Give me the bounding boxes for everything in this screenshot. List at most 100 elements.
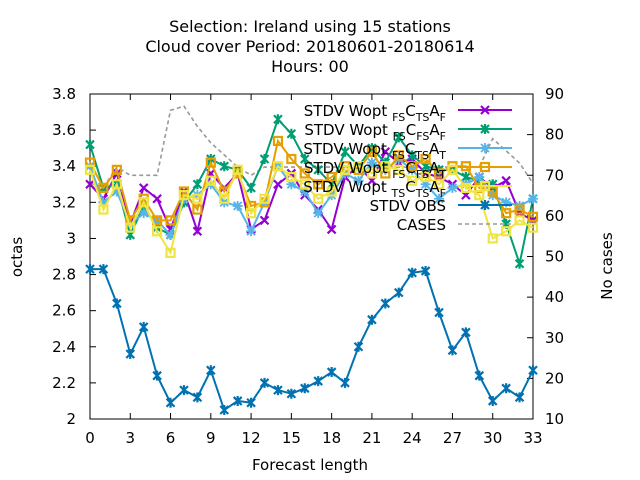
data-point [380, 298, 391, 309]
data-point [353, 161, 364, 172]
data-point [433, 168, 445, 179]
data-point [111, 179, 122, 190]
data-point [420, 153, 431, 165]
data-point [98, 264, 109, 275]
data-point [85, 179, 95, 190]
y2-tick-label: 20 [545, 369, 564, 387]
data-point [407, 161, 418, 172]
legend-item: STDV Wopt FSCFSAF [304, 121, 512, 143]
y-tick-label: 2.6 [52, 302, 76, 320]
data-point [487, 233, 498, 244]
y-tick-label: 2.4 [52, 338, 76, 356]
data-point [272, 135, 284, 147]
data-point [192, 226, 203, 236]
legend-label: STDV Wopt FSCFSAF [304, 121, 446, 143]
series-4 [84, 161, 539, 258]
data-point [447, 345, 458, 356]
data-point [273, 385, 283, 396]
data-point [461, 327, 471, 338]
x-tick-label: 12 [242, 429, 261, 447]
data-point [407, 150, 417, 161]
data-point [420, 171, 431, 183]
legend-sample-marker [479, 180, 491, 192]
data-point [246, 182, 256, 193]
data-point [393, 164, 404, 175]
data-point [246, 226, 257, 237]
data-point [434, 307, 444, 318]
data-point [205, 157, 216, 168]
data-point [527, 222, 539, 233]
data-point [527, 211, 539, 222]
data-point [98, 182, 109, 193]
data-point [179, 385, 189, 396]
data-point [232, 200, 243, 211]
data-point [313, 164, 323, 175]
y2-tick-label: 50 [545, 248, 564, 266]
data-point [111, 164, 122, 175]
data-point [393, 132, 404, 143]
data-point [165, 215, 176, 226]
legend-label: STDV Wopt FSCTSAT [303, 140, 446, 162]
data-point [340, 377, 350, 388]
y-tick-label: 3.6 [52, 121, 76, 139]
data-point [112, 298, 122, 309]
data-point [138, 197, 149, 208]
data-point [273, 114, 283, 125]
data-point [501, 226, 512, 237]
series-layer [84, 105, 539, 415]
data-point [339, 164, 351, 175]
data-point [138, 321, 149, 332]
x-tick-label: 30 [483, 429, 502, 447]
data-point [366, 146, 378, 157]
data-point [433, 179, 445, 190]
data-point [272, 161, 284, 172]
data-point [85, 264, 95, 275]
legend-item: STDV Wopt FSCTSAT [303, 140, 512, 162]
y2-tick-label: 60 [545, 207, 564, 225]
data-point [219, 193, 230, 204]
x-tick-label: 15 [282, 429, 301, 447]
legend-sample-marker [480, 124, 490, 134]
data-point [528, 365, 538, 376]
data-point [286, 171, 297, 183]
data-point [487, 395, 498, 406]
x-tick-label: 3 [125, 429, 135, 447]
data-point [514, 204, 525, 215]
data-point [366, 168, 378, 179]
data-point [514, 215, 525, 226]
data-point [367, 314, 377, 325]
data-point [206, 365, 216, 376]
data-point [407, 175, 418, 186]
data-point [447, 182, 458, 193]
data-point [514, 258, 525, 269]
series-line [89, 117, 534, 268]
data-point [380, 161, 391, 172]
data-point [286, 153, 297, 165]
y2-tick-label: 80 [545, 126, 564, 144]
y2-tick-label: 90 [545, 85, 564, 103]
data-point [420, 179, 431, 190]
data-point [259, 215, 270, 226]
legend-label: STDV Wopt FSCFSAT [304, 159, 446, 181]
axis-ticks: 0 3 6 9 12 15 18 21 24 27 30 33 2 2.2 2.4 2.6 2.8 3 3.2 3.4… [52, 85, 564, 447]
x-tick-label: 0 [85, 429, 95, 447]
y-tick-label: 2 [66, 410, 76, 428]
data-point [313, 193, 324, 204]
data-point [165, 397, 176, 408]
data-point [326, 367, 337, 378]
data-point [205, 175, 216, 186]
y2-tick-label: 10 [545, 410, 564, 428]
data-point [380, 147, 391, 157]
x-tick-label: 27 [443, 429, 462, 447]
legend-label: STDV Wopt TSCTSAF [303, 178, 446, 200]
data-point [299, 179, 310, 190]
data-point [326, 224, 337, 235]
data-point [434, 193, 445, 204]
series-line [89, 164, 534, 256]
data-point [138, 183, 149, 193]
data-point [501, 175, 511, 186]
y-tick-label: 3.2 [52, 193, 76, 211]
x-tick-label: 33 [523, 429, 542, 447]
y-tick-label: 2.8 [52, 266, 76, 284]
